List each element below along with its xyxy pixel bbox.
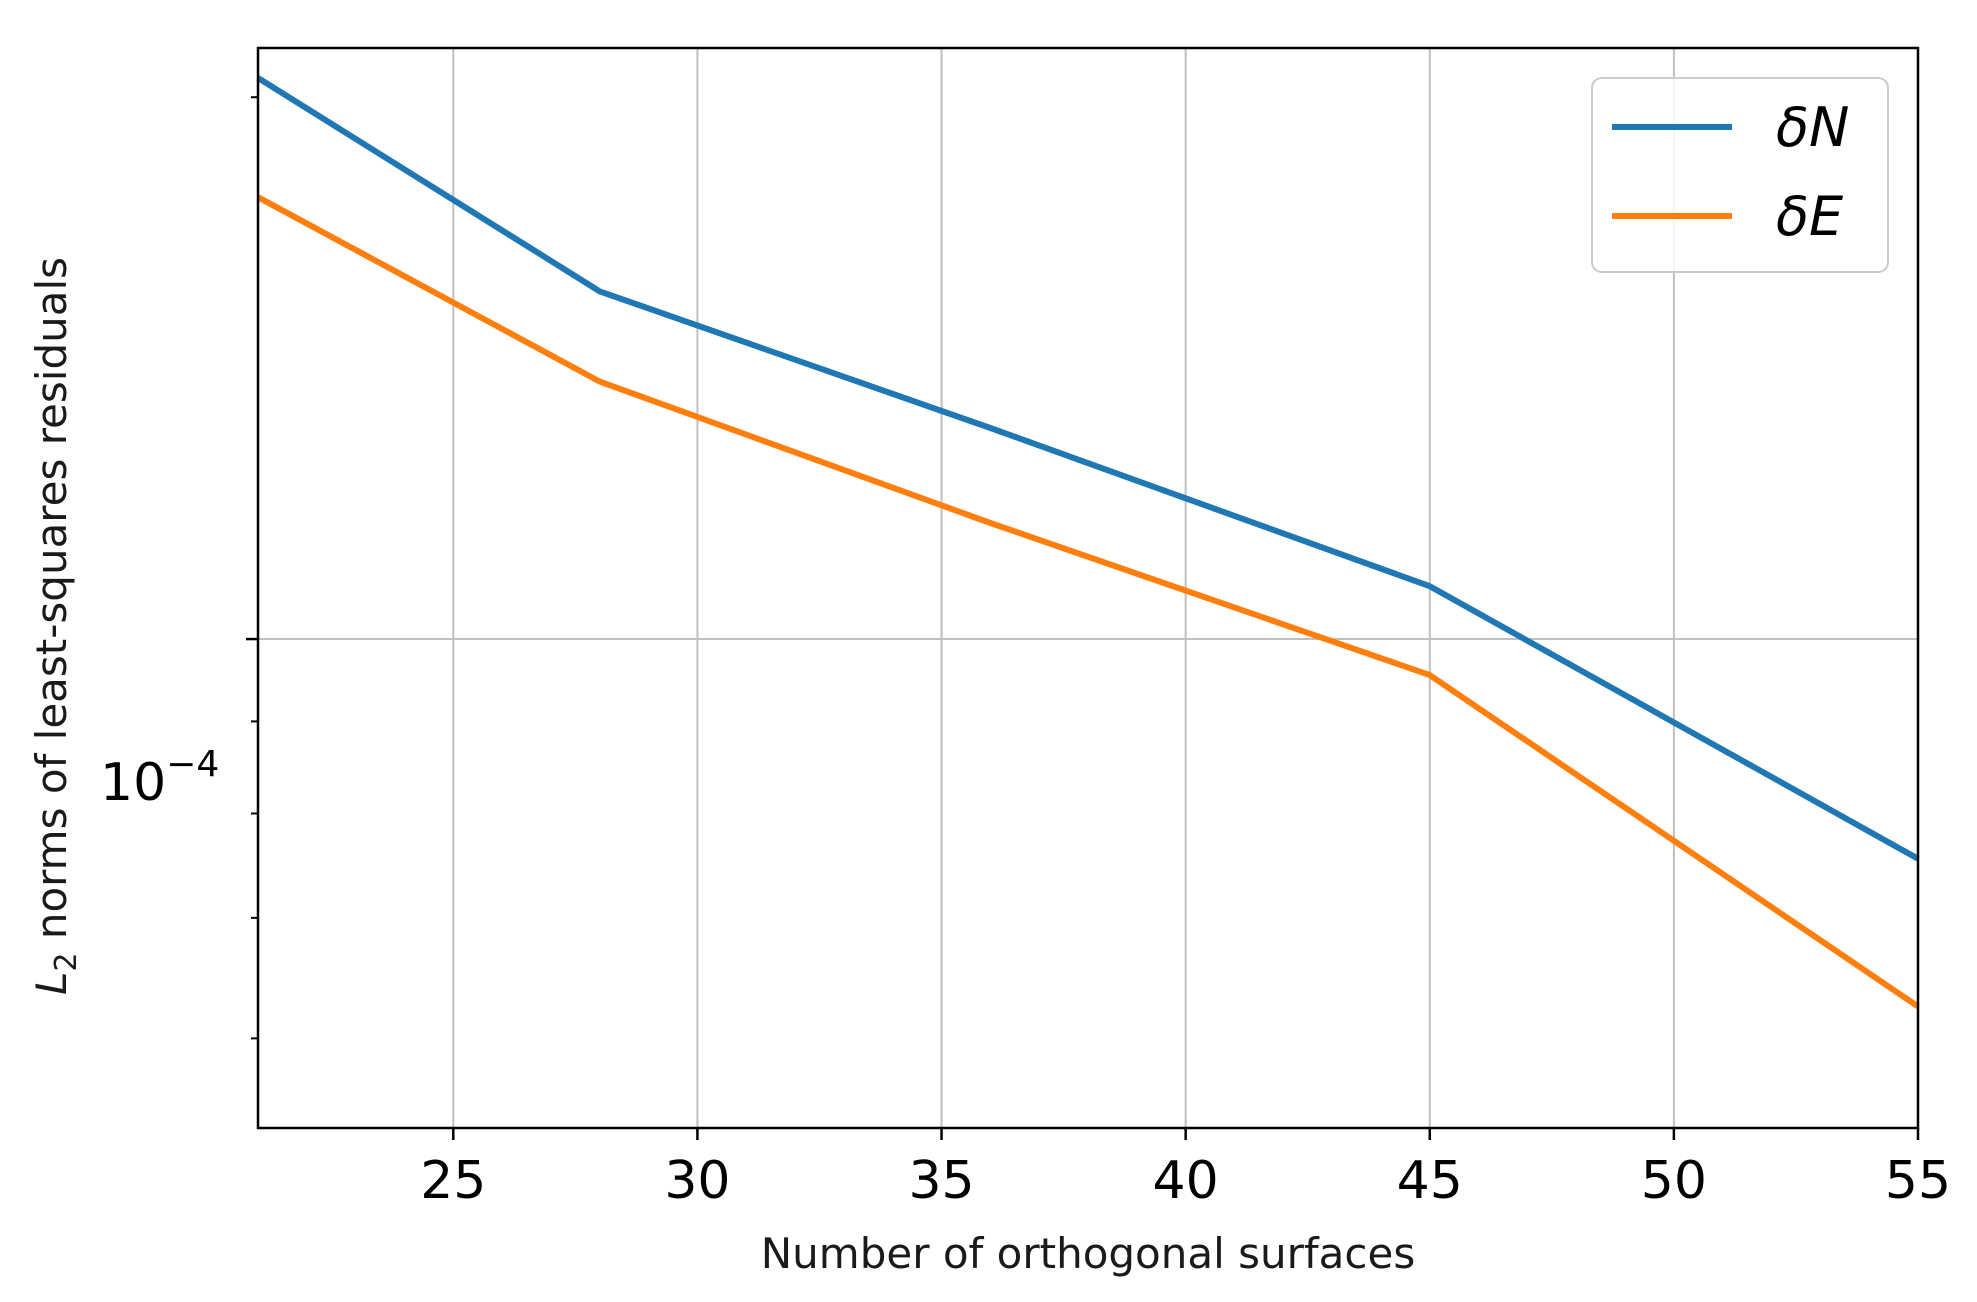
x-tick-label: 30 [664,1151,730,1211]
x-tick-labels: 25 30 35 40 45 50 55 [420,1151,1951,1211]
series-line-dE [256,194,1920,1009]
x-axis-label: Number of orthogonal surfaces [761,1229,1416,1278]
series-lines [256,75,1920,1009]
x-tick-label: 55 [1885,1151,1951,1211]
x-tick-label: 25 [420,1151,486,1211]
y-major-tick-label: 10−4 [100,744,219,813]
series-line-dN [256,75,1920,862]
x-tick-label: 40 [1153,1151,1219,1211]
x-tick-label: 35 [908,1151,974,1211]
plot-frame [256,46,1920,1130]
legend-label-dE: δE [1776,185,1844,248]
axis-ticks [246,96,1920,1140]
legend: δN δE [1591,77,1889,273]
x-tick-label: 50 [1641,1151,1707,1211]
x-tick-label: 45 [1397,1151,1463,1211]
legend-label-dN: δN [1776,96,1849,159]
y-axis-label: L2 norms of least-squares residuals [27,257,84,995]
